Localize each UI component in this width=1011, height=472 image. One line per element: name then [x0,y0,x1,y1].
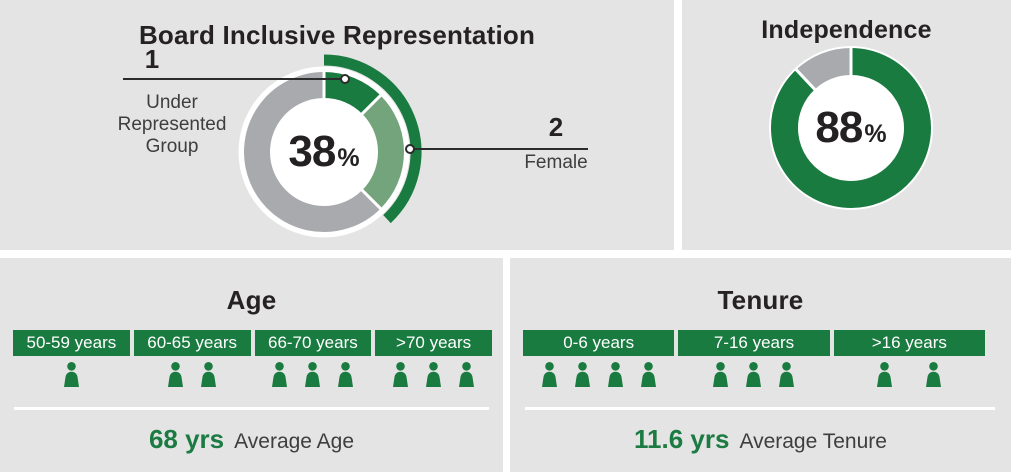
average-value: 11.6 yrs [634,424,730,454]
panel-title: Age [226,285,277,315]
leader-endpoint-dot [405,144,415,154]
panel-title: Independence [761,16,932,44]
person-icon [746,362,762,387]
person-icon [426,362,442,387]
donut-segment [361,95,404,209]
tenure-band-label: 7-16 years [678,330,830,356]
tenure-band-label: >16 years [833,330,985,356]
director-icon-group [134,362,251,387]
director-icon-group [13,362,130,387]
director-icon-group [375,362,492,387]
age-category-bars: 50-59 years 60-65 years 66-70 years >70 … [13,330,492,356]
average-value: 68 yrs [148,424,225,454]
age-band-label: 60-65 years [133,330,251,356]
segment-separator [794,67,853,130]
person-icon [168,362,184,387]
average-tenure-row: 11.6 yrs Average Tenure [510,424,1011,455]
age-band-label: >70 years [375,330,492,356]
director-icon-group [255,362,372,387]
donut-svg [238,54,422,238]
age-band-label: 50-59 years [13,330,130,356]
person-icon [201,362,217,387]
panel-title: Board Inclusive Representation [138,20,536,50]
person-icon [926,362,942,387]
person-icon [574,362,590,387]
director-icon-group [834,362,985,387]
panel-age: Age 50-59 years 60-65 years 66-70 years … [0,258,503,472]
panel-independence: Independence 88% [682,0,1011,250]
person-icon [338,362,354,387]
callout-label-female: Female [524,152,588,173]
segment-separator [322,93,383,154]
person-icon [779,362,795,387]
segment-separator [322,150,383,211]
callout-label-under-represented: Under Represented Group [117,92,227,157]
person-icon [541,362,557,387]
person-icon [607,362,623,387]
person-icon [393,362,409,387]
panel-tenure: Tenure 0-6 years 7-16 years >16 years 11… [510,258,1011,472]
panel-title: Tenure [717,285,804,315]
director-icon-group [523,362,674,387]
tenure-band-label: 0-6 years [523,330,675,356]
donut-segment [323,72,381,115]
callout-number-under-represented: 1 [144,44,160,74]
person-icon [63,362,79,387]
callout-number-female: 2 [548,112,564,142]
panel-inclusive-representation: Board Inclusive Representation 38% 1 Und… [0,0,674,250]
director-icon-group [678,362,829,387]
average-age-row: 68 yrs Average Age [0,424,503,455]
age-director-icons [13,362,492,387]
donut-segment [796,48,852,90]
callout-leader-line [123,74,350,84]
divider-line [14,407,489,410]
divider-line [525,407,995,410]
donut-segment [771,48,931,208]
person-icon [877,362,893,387]
person-icon [459,362,475,387]
average-label: Average Tenure [739,430,887,453]
donut-outer-arc [323,54,422,224]
donut-svg [769,46,933,210]
donut-segment [244,72,381,232]
person-icon [272,362,288,387]
leader-endpoint-dot [340,74,350,84]
person-icon [305,362,321,387]
person-icon [713,362,729,387]
person-icon [640,362,656,387]
inclusive-representation-donut-chart [214,42,434,262]
tenure-director-icons [523,362,985,387]
callout-leader-line [405,144,588,154]
independence-donut-chart [751,28,951,228]
tenure-category-bars: 0-6 years 7-16 years >16 years [523,330,985,356]
average-label: Average Age [234,430,355,453]
age-band-label: 66-70 years [254,330,372,356]
